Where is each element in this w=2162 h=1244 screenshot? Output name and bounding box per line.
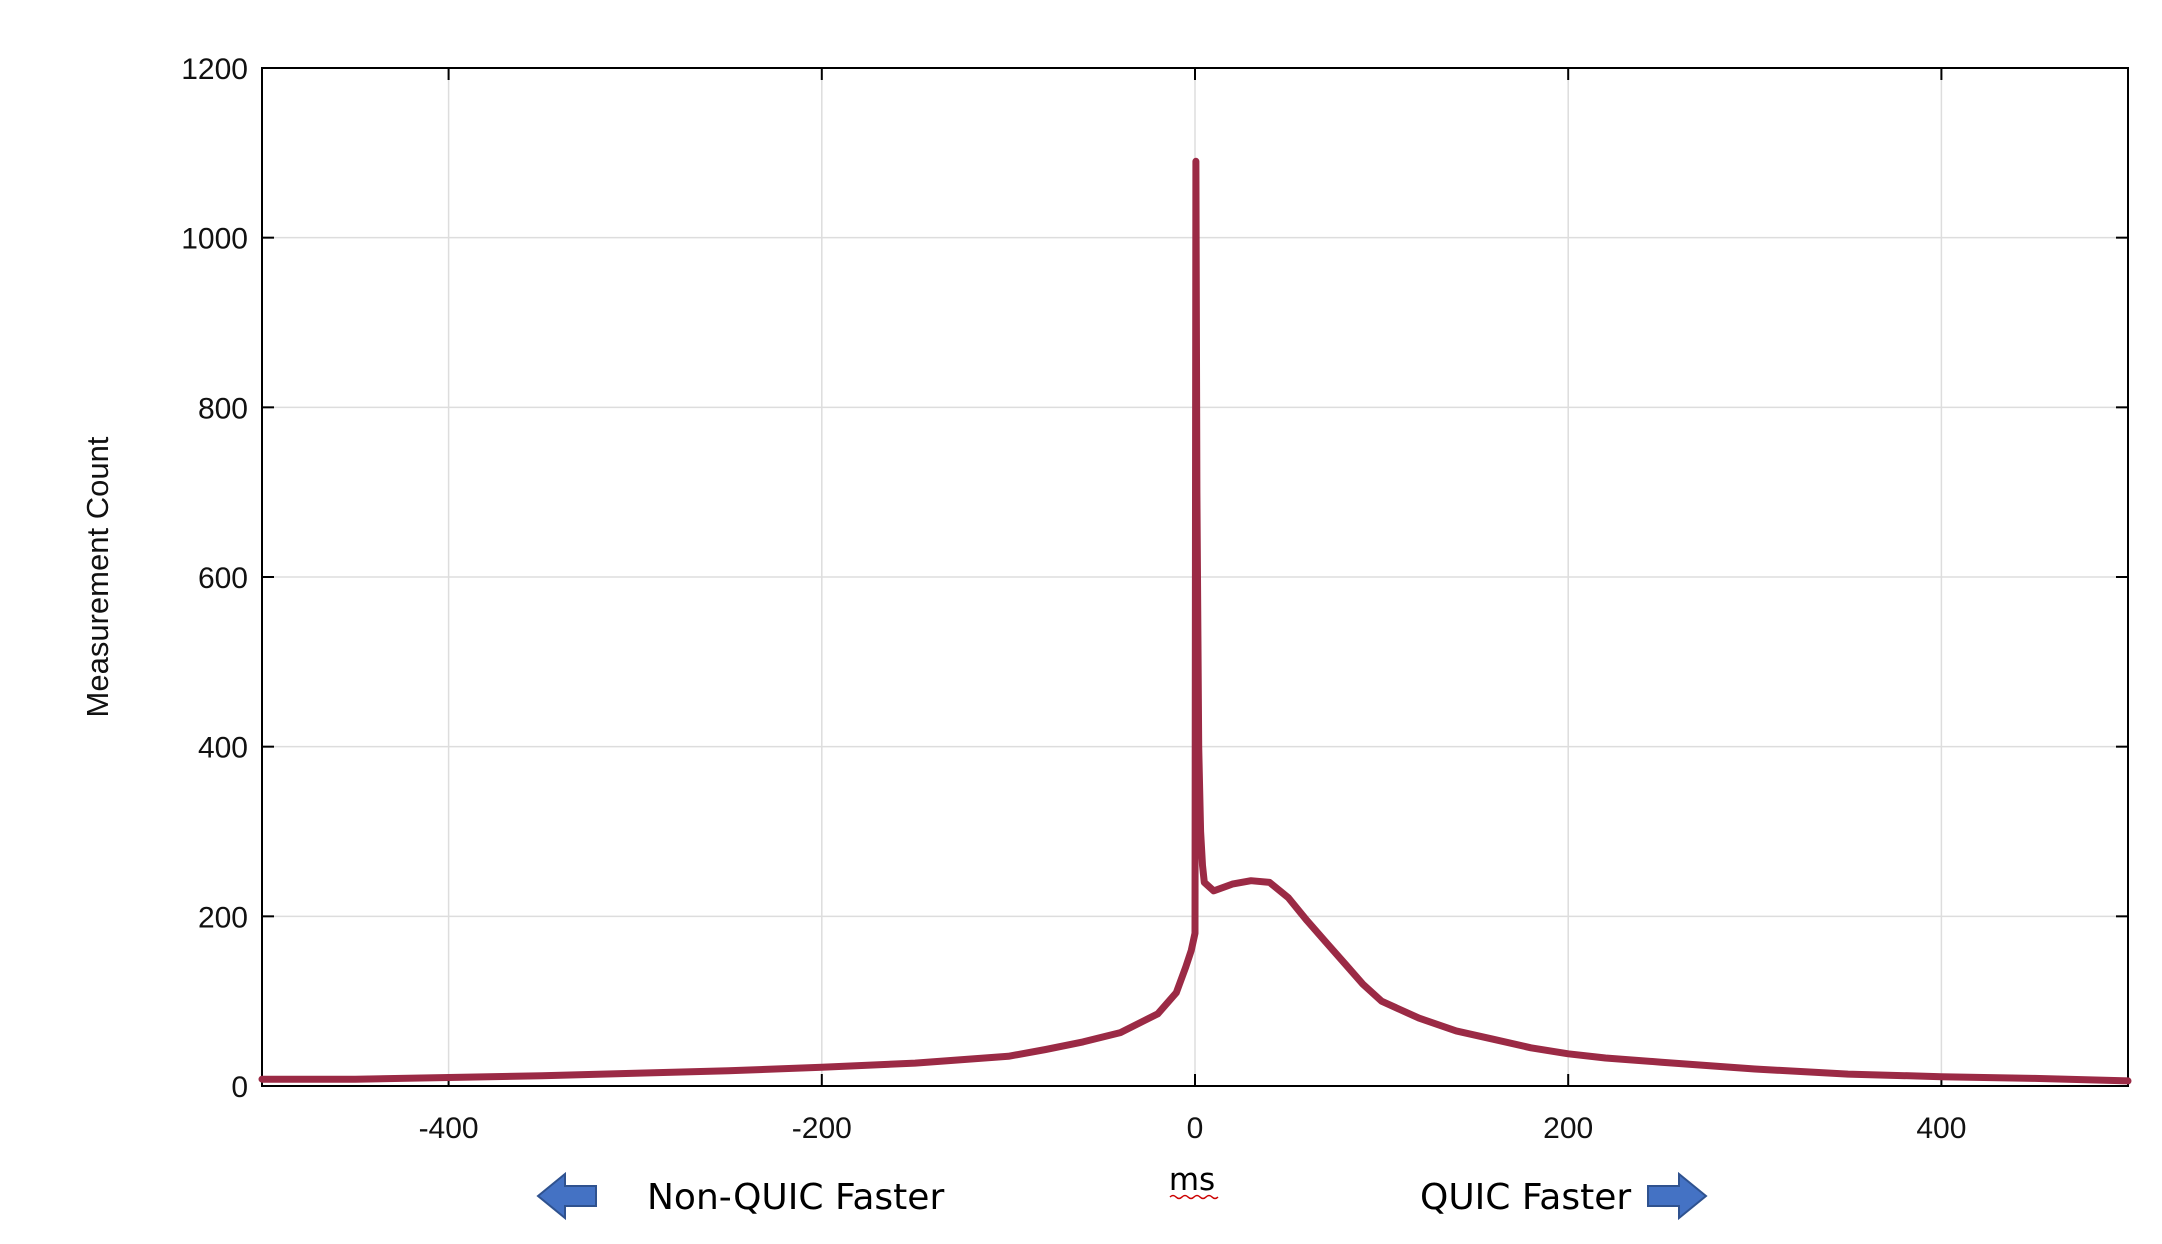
series-line <box>258 157 2132 1085</box>
y-tick-label: 200 <box>198 901 248 934</box>
x-axis: -400 -200 0 200 400 <box>419 68 1966 1145</box>
x-axis-label-underline <box>1169 1194 1219 1200</box>
left-annotation: Non-QUIC Faster <box>647 1177 944 1218</box>
x-axis-label: ms <box>1169 1162 1215 1198</box>
y-tick-label: 400 <box>198 732 248 765</box>
left-arrow-icon <box>536 1171 597 1221</box>
y-tick-label: 0 <box>231 1071 248 1104</box>
x-tick-label: 200 <box>1543 1112 1593 1145</box>
y-axis-label: Measurement Count <box>80 436 115 717</box>
y-tick-label: 800 <box>198 392 248 425</box>
y-tick-label: 1200 <box>181 53 248 86</box>
right-annotation: QUIC Faster <box>1420 1177 1631 1218</box>
right-arrow-icon <box>1647 1171 1708 1221</box>
x-tick-label: -200 <box>792 1112 852 1145</box>
y-axis: 0 200 400 600 800 1000 1200 <box>181 53 2128 1104</box>
x-tick-label: -400 <box>419 1112 479 1145</box>
x-tick-label: 400 <box>1916 1112 1966 1145</box>
y-tick-label: 600 <box>198 562 248 595</box>
y-tick-label: 1000 <box>181 223 248 256</box>
x-tick-label: 0 <box>1187 1112 1204 1145</box>
